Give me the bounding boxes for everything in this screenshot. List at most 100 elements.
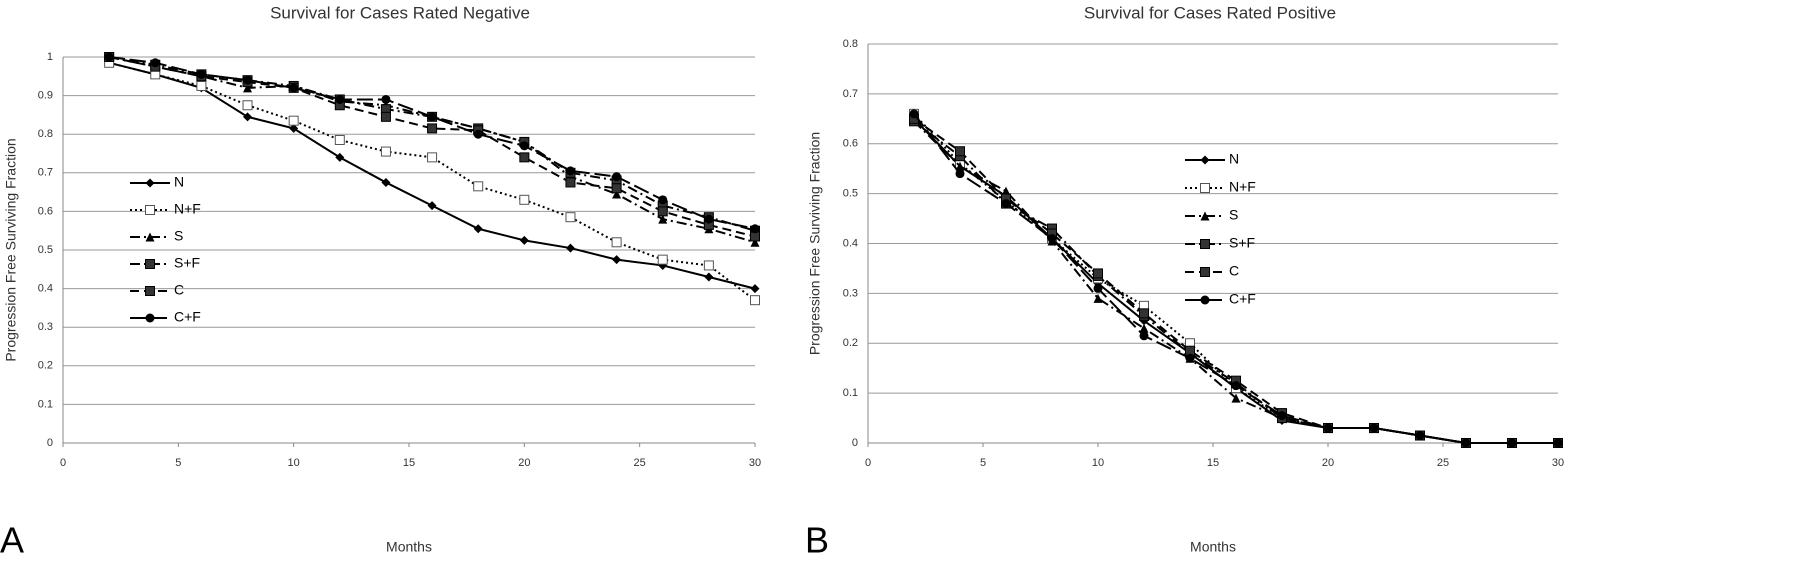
marker <box>1461 438 1471 448</box>
marker <box>519 194 530 205</box>
marker <box>473 224 483 234</box>
marker <box>1139 323 1149 333</box>
marker <box>243 75 253 85</box>
marker <box>703 260 714 271</box>
marker <box>750 231 760 242</box>
marker <box>1093 283 1103 293</box>
x-tick-label: 0 <box>60 457 66 469</box>
marker <box>104 52 114 62</box>
x-tick-label: 5 <box>175 457 181 469</box>
marker <box>427 152 438 163</box>
marker <box>955 161 965 171</box>
marker <box>196 69 206 79</box>
marker <box>955 146 965 157</box>
marker <box>427 123 438 134</box>
legend-marker <box>1200 183 1210 193</box>
panel-label: B <box>805 520 829 561</box>
legend-marker <box>1200 155 1210 165</box>
legend-label: N <box>174 174 184 190</box>
marker <box>380 146 391 157</box>
marker <box>1323 423 1333 433</box>
legend-label: N+F <box>1229 179 1256 195</box>
legend-marker <box>1200 211 1210 221</box>
y-tick-label: 0.8 <box>38 128 53 140</box>
legend-label: S+F <box>1229 235 1255 251</box>
x-tick-label: 25 <box>1437 457 1449 469</box>
marker <box>750 284 760 294</box>
marker <box>1001 199 1011 209</box>
y-axis-label: Progression Free Surviving Fraction <box>807 132 823 355</box>
marker <box>289 83 299 93</box>
marker <box>565 177 576 188</box>
legend-label: N+F <box>174 201 201 217</box>
x-tick-label: 15 <box>1207 457 1219 469</box>
marker <box>658 214 668 224</box>
y-tick-label: 0.6 <box>843 138 858 150</box>
marker <box>1553 438 1563 448</box>
panel-label: A <box>0 520 24 561</box>
marker <box>1185 353 1195 363</box>
y-axis-label: Progression Free Surviving Fraction <box>3 138 19 361</box>
marker <box>519 235 529 245</box>
series-line <box>108 56 756 244</box>
legend-marker <box>1200 239 1210 249</box>
marker <box>658 195 668 205</box>
marker <box>381 94 391 104</box>
legend-label: C+F <box>1229 291 1256 307</box>
legend-label: N <box>1229 151 1239 167</box>
chart-title: Survival for Cases Rated Positive <box>1084 3 1336 22</box>
marker <box>909 109 919 119</box>
marker <box>243 83 253 93</box>
marker <box>380 111 391 122</box>
marker <box>1139 308 1149 319</box>
marker <box>519 152 530 163</box>
x-tick-label: 15 <box>403 457 415 469</box>
legend-marker <box>145 205 155 215</box>
marker <box>473 181 484 192</box>
marker <box>150 58 160 68</box>
marker <box>611 237 622 248</box>
legend-marker <box>145 313 155 323</box>
y-tick-label: 0.5 <box>843 188 858 200</box>
x-tick-label: 20 <box>1322 457 1334 469</box>
marker <box>1277 411 1287 421</box>
marker <box>335 152 345 162</box>
x-tick-label: 0 <box>865 457 871 469</box>
marker <box>242 100 253 111</box>
y-tick-label: 0.7 <box>843 88 858 100</box>
marker <box>750 237 760 247</box>
marker <box>1139 331 1149 341</box>
y-tick-label: 0 <box>47 437 53 449</box>
y-tick-label: 0.6 <box>38 205 53 217</box>
marker <box>657 206 668 217</box>
y-tick-label: 0.1 <box>38 398 53 410</box>
marker <box>612 189 622 199</box>
y-tick-label: 0.4 <box>843 237 858 249</box>
marker <box>1415 431 1425 441</box>
y-tick-label: 0.3 <box>843 287 858 299</box>
x-tick-label: 25 <box>634 457 646 469</box>
y-tick-label: 0.5 <box>38 244 53 256</box>
x-axis-label: Months <box>1190 539 1236 555</box>
marker <box>243 112 253 122</box>
marker <box>612 255 622 265</box>
marker <box>519 141 529 151</box>
y-tick-label: 0 <box>852 437 858 449</box>
marker <box>1507 438 1517 448</box>
x-tick-label: 5 <box>980 457 986 469</box>
marker <box>750 295 760 306</box>
marker <box>1369 423 1379 433</box>
marker <box>612 172 622 182</box>
series-line <box>108 61 756 301</box>
marker <box>1093 268 1103 279</box>
marker <box>1231 381 1241 391</box>
marker <box>565 243 575 253</box>
y-tick-label: 0.9 <box>38 90 53 102</box>
y-tick-label: 0.2 <box>843 337 858 349</box>
marker <box>1231 393 1241 403</box>
y-tick-label: 0.8 <box>843 38 858 50</box>
marker <box>1093 293 1103 303</box>
x-tick-label: 10 <box>1092 457 1104 469</box>
x-axis-label: Months <box>386 539 432 555</box>
